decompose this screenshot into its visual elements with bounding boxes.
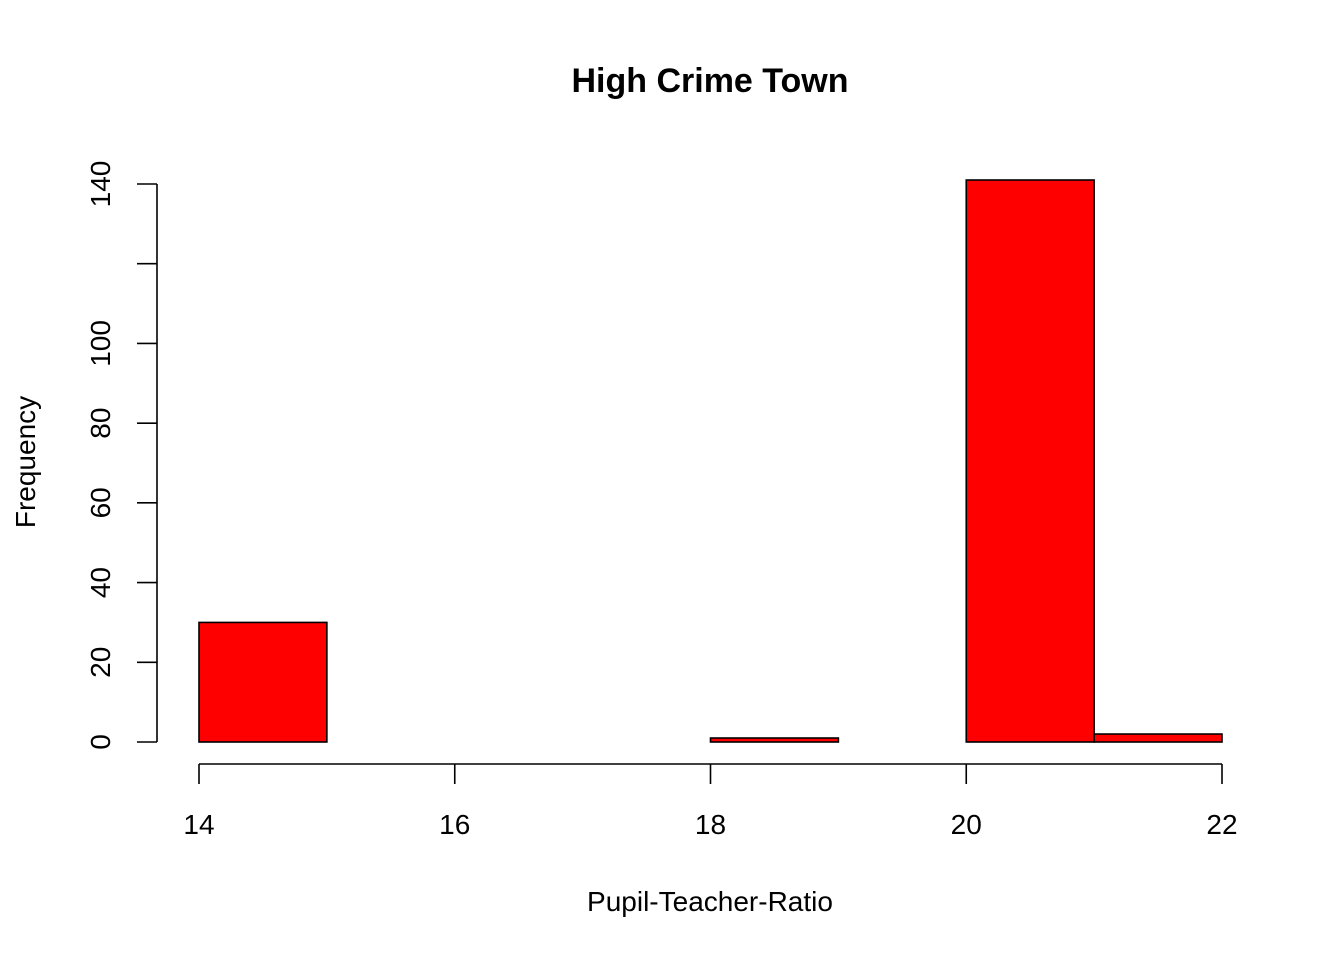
chart-title: High Crime Town — [571, 62, 848, 100]
bars-group — [198, 179, 1223, 743]
y-tick-label: 100 — [85, 320, 116, 367]
y-axis: 0 20 40 60 80 100 140 — [85, 161, 158, 750]
histogram-bar — [1093, 733, 1223, 743]
y-tick-label: 40 — [85, 567, 116, 598]
x-tick-label: 16 — [439, 809, 470, 840]
histogram-bar — [709, 737, 840, 743]
x-tick-label: 22 — [1206, 809, 1237, 840]
y-tick-label: 140 — [85, 161, 116, 208]
x-tick-label: 14 — [183, 809, 214, 840]
y-tick-label: 0 — [85, 734, 116, 750]
y-tick-label: 60 — [85, 487, 116, 518]
y-axis-label: Frequency — [10, 396, 41, 528]
y-tick-label: 80 — [85, 408, 116, 439]
histogram-bar — [965, 179, 1095, 743]
x-axis: 14 16 18 20 22 — [183, 763, 1238, 840]
x-tick-label: 18 — [695, 809, 726, 840]
x-axis-label: Pupil-Teacher-Ratio — [587, 886, 833, 917]
y-tick-label: 20 — [85, 647, 116, 678]
histogram-bar — [198, 621, 328, 743]
x-tick-label: 20 — [951, 809, 982, 840]
